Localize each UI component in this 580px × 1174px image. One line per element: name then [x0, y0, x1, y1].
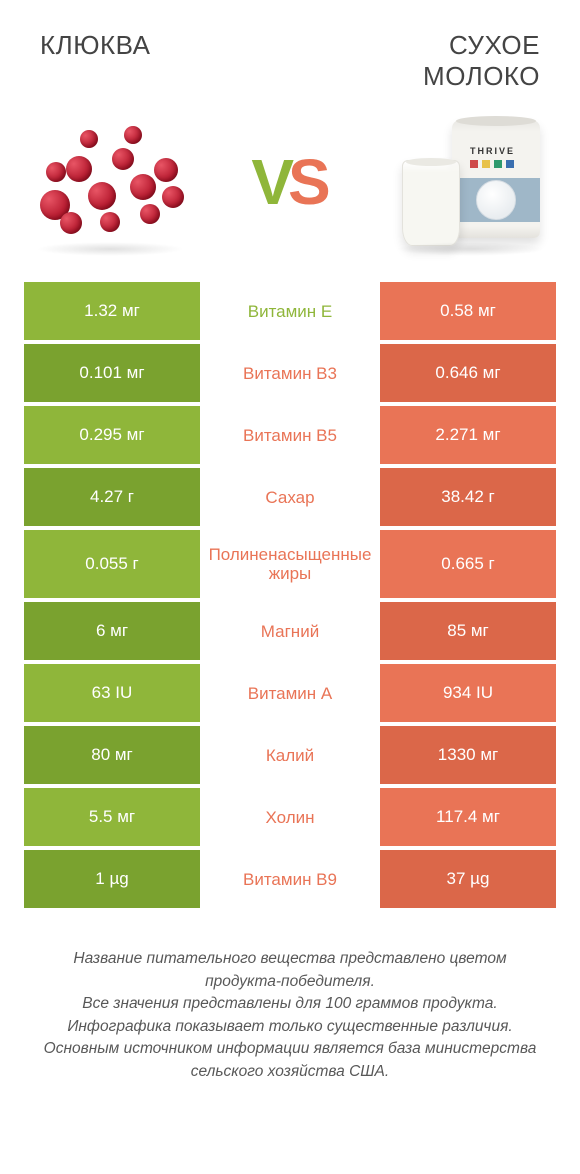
cell-left-value: 0.101 мг [24, 344, 200, 402]
berry [80, 130, 98, 148]
table-row: 1.32 мгВитамин E0.58 мг [24, 282, 556, 340]
can-swatch [494, 160, 502, 168]
table-row: 63 IUВитамин A934 IU [24, 664, 556, 722]
cell-right-value: 117.4 мг [380, 788, 556, 846]
cell-nutrient-label: Магний [200, 602, 380, 660]
cell-left-value: 4.27 г [24, 468, 200, 526]
cell-right-value: 0.58 мг [380, 282, 556, 340]
product-left-title: КЛЮКВА [40, 30, 150, 61]
product-left-image [30, 112, 190, 252]
cell-right-value: 38.42 г [380, 468, 556, 526]
cell-nutrient-label: Витамин B9 [200, 850, 380, 908]
table-row: 0.295 мгВитамин B52.271 мг [24, 406, 556, 464]
shadow [36, 242, 184, 256]
cell-right-value: 2.271 мг [380, 406, 556, 464]
vs-label: V S [251, 145, 328, 219]
cell-nutrient-label: Холин [200, 788, 380, 846]
cell-nutrient-label: Сахар [200, 468, 380, 526]
footer-line: Инфографика показывает только существенн… [36, 1016, 544, 1038]
berry [124, 126, 142, 144]
table-row: 0.055 гПолиненасыщенные жиры0.665 г [24, 530, 556, 598]
table-row: 80 мгКалий1330 мг [24, 726, 556, 784]
cranberries-illustration [30, 112, 190, 252]
cell-nutrient-label: Витамин A [200, 664, 380, 722]
product-right-title: СУХОЕ МОЛОКО [340, 30, 540, 92]
can-label: THRIVE [470, 146, 515, 156]
cell-nutrient-label: Витамин B5 [200, 406, 380, 464]
cell-left-value: 0.055 г [24, 530, 200, 598]
cell-left-value: 1.32 мг [24, 282, 200, 340]
milk-glass [402, 160, 460, 246]
cell-right-value: 1330 мг [380, 726, 556, 784]
cell-nutrient-label: Витамин B3 [200, 344, 380, 402]
cell-right-value: 934 IU [380, 664, 556, 722]
berry [88, 182, 116, 210]
berry [100, 212, 120, 232]
can-swatch [470, 160, 478, 168]
cell-right-value: 0.646 мг [380, 344, 556, 402]
cell-right-value: 85 мг [380, 602, 556, 660]
cell-left-value: 63 IU [24, 664, 200, 722]
berry [154, 158, 178, 182]
footer-line: Название питательного вещества представл… [36, 948, 544, 993]
berry [140, 204, 160, 224]
milk-illustration: THRIVE [390, 112, 550, 252]
cell-nutrient-label: Витамин E [200, 282, 380, 340]
berry [60, 212, 82, 234]
berry [66, 156, 92, 182]
table-row: 5.5 мгХолин117.4 мг [24, 788, 556, 846]
berry [162, 186, 184, 208]
cell-nutrient-label: Калий [200, 726, 380, 784]
table-row: 4.27 гСахар38.42 г [24, 468, 556, 526]
footer-line: Все значения представлены для 100 граммо… [36, 993, 544, 1015]
hero: V S THRIVE [0, 102, 580, 282]
table-row: 0.101 мгВитамин B30.646 мг [24, 344, 556, 402]
comparison-table: 1.32 мгВитамин E0.58 мг0.101 мгВитамин B… [0, 282, 580, 908]
footer-notes: Название питательного вещества представл… [0, 908, 580, 1083]
can-swatch [506, 160, 514, 168]
table-row: 1 µgВитамин B937 µg [24, 850, 556, 908]
table-row: 6 мгМагний85 мг [24, 602, 556, 660]
cell-left-value: 6 мг [24, 602, 200, 660]
cell-nutrient-label: Полиненасыщенные жиры [200, 530, 380, 598]
vs-v: V [251, 145, 292, 219]
cell-left-value: 1 µg [24, 850, 200, 908]
cell-left-value: 5.5 мг [24, 788, 200, 846]
cell-left-value: 0.295 мг [24, 406, 200, 464]
berry [112, 148, 134, 170]
berry [46, 162, 66, 182]
berry [130, 174, 156, 200]
cell-right-value: 0.665 г [380, 530, 556, 598]
cell-right-value: 37 µg [380, 850, 556, 908]
shadow [396, 242, 544, 256]
footer-line: Основным источником информации является … [36, 1038, 544, 1083]
milk-can: THRIVE [452, 120, 540, 238]
can-swatch [482, 160, 490, 168]
product-right-image: THRIVE [390, 112, 550, 252]
vs-s: S [288, 145, 329, 219]
cell-left-value: 80 мг [24, 726, 200, 784]
